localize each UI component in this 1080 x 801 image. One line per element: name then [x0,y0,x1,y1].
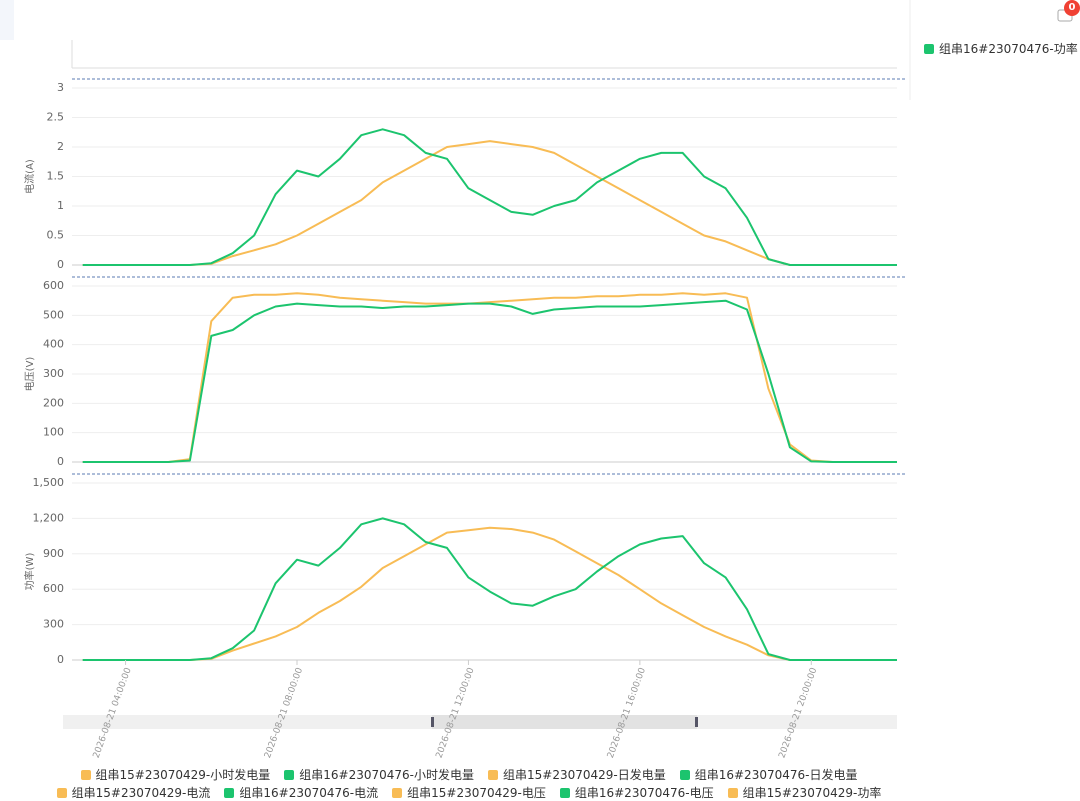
y-tick-label: 0.5 [47,229,65,242]
y-tick-label: 3 [57,81,64,94]
zoom-handle[interactable] [695,717,698,727]
y-tick-label: 300 [43,367,64,380]
legend-label: 组串16#23070476-电压 [574,786,714,800]
legend-label: 组串15#23070429-小时发电量 [95,768,271,782]
legend-label: 组串16#23070476-功率 [939,42,1078,56]
legend-swatch [284,769,295,780]
y-axis-title: 电流(A) [23,159,36,194]
y-tick-label: 300 [43,618,64,631]
y-tick-label: 600 [43,582,64,595]
legend-swatch [392,787,403,798]
legend-item[interactable]: 组串16#23070476-功率 [924,40,1078,57]
y-tick-label: 200 [43,396,64,409]
legend-item[interactable]: 组串16#23070476-电流 [224,784,378,801]
legend-label: 组串15#23070429-电压 [407,786,546,800]
legend-item[interactable]: 组串15#23070429-功率 [727,784,882,801]
y-tick-label: 0 [57,653,64,666]
y-tick-label: 1.5 [47,170,65,183]
legend-swatch [559,787,570,798]
series-line [82,128,897,266]
x-tick-label: 2026-08-21 16:00:00 [606,666,648,759]
legend-item[interactable]: 组串15#23070429-日发电量 [488,766,666,783]
y-tick-label: 0 [57,455,64,468]
legend-item[interactable]: 组串16#23070476-电压 [559,784,714,801]
y-tick-label: 600 [43,279,64,292]
y-axis-title: 电压(V) [23,357,36,392]
series-line [82,140,897,266]
x-tick-label: 2026-08-21 12:00:00 [435,666,477,759]
legend-item[interactable]: 组串15#23070429-小时发电量 [80,766,271,783]
legend-swatch [224,787,235,798]
series-line [82,292,897,463]
legend-swatch [80,769,91,780]
legend: 组串15#23070429-小时发电量 组串16#23070476-小时发电量 … [0,766,938,783]
series-line [82,517,897,661]
y-tick-label: 2.5 [47,111,65,124]
legend-label: 组串15#23070429-日发电量 [503,768,666,782]
legend-label: 组串16#23070476-日发电量 [694,768,858,782]
notification-badge[interactable]: 0 [1064,0,1080,16]
legend-swatch [56,787,67,798]
y-tick-label: 1 [57,199,64,212]
legend-label: 组串16#23070476-电流 [239,786,379,800]
y-tick-label: 2 [57,140,64,153]
y-tick-label: 100 [43,426,64,439]
legend: 组串15#23070429-电流 组串16#23070476-电流 组串15#2… [0,784,938,801]
y-axis-title: 功率(W) [23,553,36,591]
x-tick-label: 2026-08-21 08:00:00 [263,666,305,759]
y-tick-label: 0 [57,258,64,271]
legend-item[interactable]: 组串16#23070476-日发电量 [679,766,858,783]
series-line [82,299,897,463]
x-tick-label: 2026-08-21 20:00:00 [777,666,819,759]
legend-item[interactable]: 组串16#23070476-小时发电量 [284,766,474,783]
legend-label: 组串16#23070476-小时发电量 [299,768,474,782]
y-tick-label: 500 [43,308,64,321]
legend-item[interactable]: 组串15#23070429-电压 [392,784,546,801]
legend-label: 组串15#23070429-功率 [742,786,882,800]
y-tick-label: 1,500 [33,476,65,489]
zoom-slider-window[interactable] [432,715,697,729]
series-line [82,526,897,661]
y-tick-label: 400 [43,338,64,351]
legend-label: 组串15#23070429-电流 [71,786,211,800]
legend-swatch [924,43,934,54]
side-strip [0,0,14,40]
x-tick-label: 2026-08-21 04:00:00 [92,666,134,759]
zoom-handle[interactable] [431,717,434,727]
y-tick-label: 900 [43,547,64,560]
legend-swatch [488,769,498,780]
y-tick-label: 1,200 [33,511,65,524]
legend-item[interactable]: 组串15#23070429-电流 [56,784,211,801]
legend-swatch [727,787,738,798]
legend-swatch [679,769,690,780]
